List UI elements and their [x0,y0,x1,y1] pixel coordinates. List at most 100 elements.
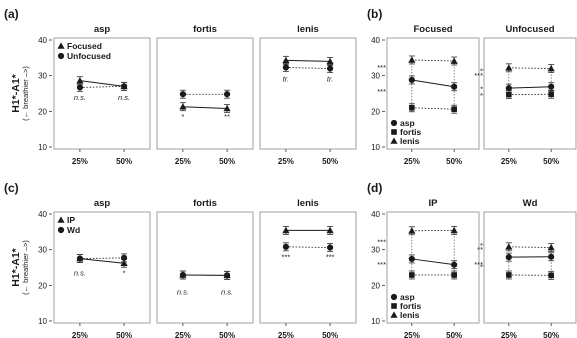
significance-label: *** [282,253,291,262]
y-axis-label: H1*-A1* [10,247,22,286]
facet-lenis: lenis 25% 50% *** *** [259,198,357,338]
x-tick-label: 25% [278,331,294,338]
point-unfocused [282,64,290,71]
x-tick-label: 50% [322,331,338,338]
legend-label-unfocused: Unfocused [67,51,111,61]
series-line-focused [285,59,331,62]
point-lenis [450,57,458,64]
significance-label: n.s. [177,287,189,296]
point-lenis [408,227,416,234]
y-tick-label: 10 [38,143,47,152]
series-wd [76,253,128,263]
x-tick-label: 50% [116,331,132,338]
legend-label-asp: asp [400,292,415,302]
series-wd [282,242,334,252]
series-unfocused [76,81,128,92]
point-unfocused [120,83,128,90]
series-line-unfocused [285,67,331,69]
panel-d: (d)10203040IP25%50%***********Wd25%50%**… [367,181,577,338]
x-tick-label: 50% [543,331,559,338]
y-tick-label: 10 [371,143,380,152]
series-line-ip [79,258,125,264]
significance-label: * [480,84,483,93]
legend-key-wd [57,226,65,234]
facet-frame [259,37,357,150]
panel-c: (c) 10 20 30 40 H1*-A1* (← breathier –>) asp 25%… [4,181,357,338]
facet-title: fortis [193,24,217,35]
series-line-asp [411,258,455,266]
facet-frame [483,211,577,324]
legend-key-asp [390,293,398,301]
series-asp [505,82,555,93]
significance-label: n.s. [118,93,130,102]
significance-label: * [181,112,184,121]
series-line-lenis [508,246,552,248]
y-tick-label: 30 [371,246,380,255]
series-line-asp [411,79,455,88]
series-line-wd [285,246,331,248]
y-tick-label: 30 [371,72,380,81]
series-line-lenis [411,59,455,62]
point-asp [451,83,458,90]
series-focused [282,55,334,66]
legend-label-focused: Focused [67,41,102,51]
point-fortis [506,91,512,98]
point-ip [282,226,290,234]
significance-label: *** [326,253,335,262]
x-tick-label: 50% [446,157,462,166]
point-unfocused [326,65,334,72]
point-fortis [506,272,512,278]
point-lenis [505,64,513,71]
series-fortis [408,103,458,114]
series-fortis [408,270,458,280]
series-lenis [408,226,458,236]
point-unfocused [179,91,187,98]
significance-label: *** [474,260,483,269]
facet-title: Focused [413,24,452,35]
point-asp [505,85,512,92]
significance-label: ** [477,245,483,254]
x-tick-label: 50% [322,157,338,166]
panel-a: (a) 10 20 30 40 H1*-A1* (← breathier –>) asp 25%… [4,7,357,166]
y-tick-label: 40 [371,210,380,219]
legend-key-lenis [390,311,398,318]
facet-frame [156,211,254,324]
series-line-fortis [411,107,455,110]
significance-label: *** [377,260,386,269]
facet-title: asp [94,198,111,209]
point-asp [408,255,415,263]
x-tick-label: 25% [501,331,517,338]
point-lenis [408,56,416,63]
legend-label-wd: Wd [67,225,80,235]
significance-label: tr. [327,75,333,84]
series-lenis [505,242,555,252]
facet-frame [53,211,151,324]
facet-title: Wd [523,198,538,209]
series-focused [179,102,231,113]
x-tick-label: 25% [404,331,420,338]
facet-frame [386,211,480,324]
x-tick-label: 25% [501,157,517,166]
point-focused [223,104,231,112]
point-asp [505,254,512,261]
point-focused [76,77,84,84]
panel-letter: (a) [4,7,19,21]
point-focused [326,57,334,65]
point-fortis [409,272,415,278]
point-lenis [547,243,555,251]
x-tick-label: 50% [219,157,235,166]
point-asp [548,83,555,90]
x-tick-label: 25% [278,157,294,166]
series-fortis [505,89,555,99]
y-tick-label: 20 [38,281,47,290]
legend-key-fortis [391,129,397,135]
legend-label-fortis: fortis [400,301,422,311]
point-lenis [450,226,458,234]
point-wd [326,244,334,251]
point-fortis [451,106,457,112]
